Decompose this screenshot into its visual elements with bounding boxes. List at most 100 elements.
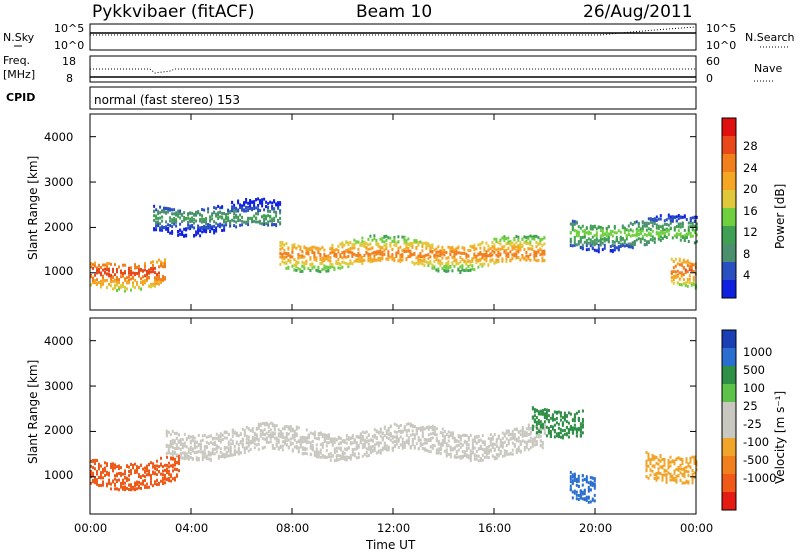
velocity-cell	[689, 459, 692, 463]
velocity-cell	[353, 438, 356, 442]
power-cell	[682, 266, 685, 270]
velocity-cell	[96, 472, 98, 476]
velocity-cell	[124, 475, 126, 479]
power-cell	[311, 245, 314, 249]
velocity-cell	[118, 488, 120, 492]
power-cell	[241, 215, 244, 219]
velocity-cell	[431, 436, 434, 440]
velocity-cell	[207, 442, 210, 446]
power-cell	[481, 241, 484, 244]
velocity-cell	[583, 489, 586, 493]
velocity-cell	[359, 434, 362, 438]
velocity-cell	[493, 442, 496, 446]
power-cell	[457, 262, 460, 266]
velocity-cell	[207, 435, 210, 439]
power-cell	[154, 266, 156, 270]
power-cell	[395, 243, 398, 247]
velocity-cell	[261, 422, 264, 425]
power-cell	[507, 252, 510, 256]
power-cell	[233, 212, 236, 216]
power-cell	[197, 224, 200, 228]
power-cell	[164, 258, 166, 262]
power-cell	[189, 225, 192, 229]
velocity-cell	[393, 430, 396, 434]
velocity-cell	[417, 446, 420, 450]
power-cell	[651, 224, 654, 228]
power-cell	[337, 249, 340, 252]
power-cell	[401, 255, 404, 259]
power-cell	[605, 234, 608, 237]
velocity-cell	[381, 438, 384, 442]
power-cell	[491, 253, 494, 257]
velocity-cell	[475, 435, 478, 439]
power-cell	[273, 216, 276, 220]
power-cell	[263, 208, 266, 212]
power-cell	[515, 241, 518, 245]
velocity-cell	[209, 451, 212, 455]
power-cell	[128, 275, 130, 278]
power-cell	[493, 261, 496, 265]
power-cell	[441, 249, 444, 253]
power-cell	[116, 283, 118, 287]
power-cell	[693, 224, 696, 228]
velocity-cell	[425, 425, 428, 429]
power-cell	[537, 242, 540, 246]
power-cell	[401, 235, 404, 239]
power-cell	[625, 244, 628, 247]
velocity-cell	[349, 441, 352, 444]
power-cell	[427, 264, 430, 268]
velocity-cell	[275, 438, 278, 442]
power-cell	[255, 198, 258, 202]
power-cell	[417, 259, 420, 263]
velocity-cell	[455, 439, 458, 443]
power-cell	[122, 263, 124, 267]
velocity-cell	[591, 483, 594, 487]
power-cell	[451, 248, 454, 252]
power-cell	[539, 239, 542, 242]
power-cell	[331, 250, 334, 254]
velocity-cell	[499, 444, 502, 448]
power-cell	[269, 215, 272, 219]
velocity-cell	[235, 440, 238, 444]
velocity-cell	[471, 441, 474, 445]
power-cell	[307, 267, 310, 271]
velocity-cell	[383, 443, 386, 447]
power-cell	[379, 250, 382, 253]
power-cell	[519, 248, 522, 252]
velocity-cell	[134, 469, 136, 473]
vel-cbar-swatch	[722, 438, 736, 457]
power-cell	[162, 265, 164, 269]
power-cell	[395, 251, 398, 255]
velocity-cell	[447, 444, 450, 448]
power-cell	[569, 244, 572, 247]
power-cbar-swatch	[722, 136, 736, 155]
velocity-cell	[467, 443, 470, 447]
velocity-cell	[299, 445, 302, 449]
power-cell	[665, 236, 668, 239]
power-cell	[691, 234, 694, 238]
velocity-cell	[106, 472, 108, 476]
velocity-cell	[265, 431, 268, 435]
velocity-cell	[561, 429, 564, 433]
velocity-cell	[573, 476, 576, 480]
power-cell	[221, 229, 224, 232]
velocity-cell	[513, 443, 516, 447]
power-cell	[385, 242, 388, 246]
velocity-cell	[383, 434, 386, 438]
power-cell	[154, 279, 156, 283]
velocity-cell	[273, 428, 276, 432]
power-cell	[171, 221, 174, 225]
power-cell	[245, 221, 248, 225]
power-cell	[124, 289, 126, 293]
power-cell	[587, 241, 590, 245]
power-cell	[307, 249, 310, 253]
power-cell	[299, 248, 302, 252]
power-cell	[383, 244, 386, 248]
power-cell	[659, 239, 662, 242]
power-cell	[345, 262, 348, 266]
power-cell	[469, 249, 472, 253]
velocity-cell	[124, 485, 126, 489]
velocity-cell	[126, 476, 128, 480]
power-cell	[605, 226, 608, 230]
